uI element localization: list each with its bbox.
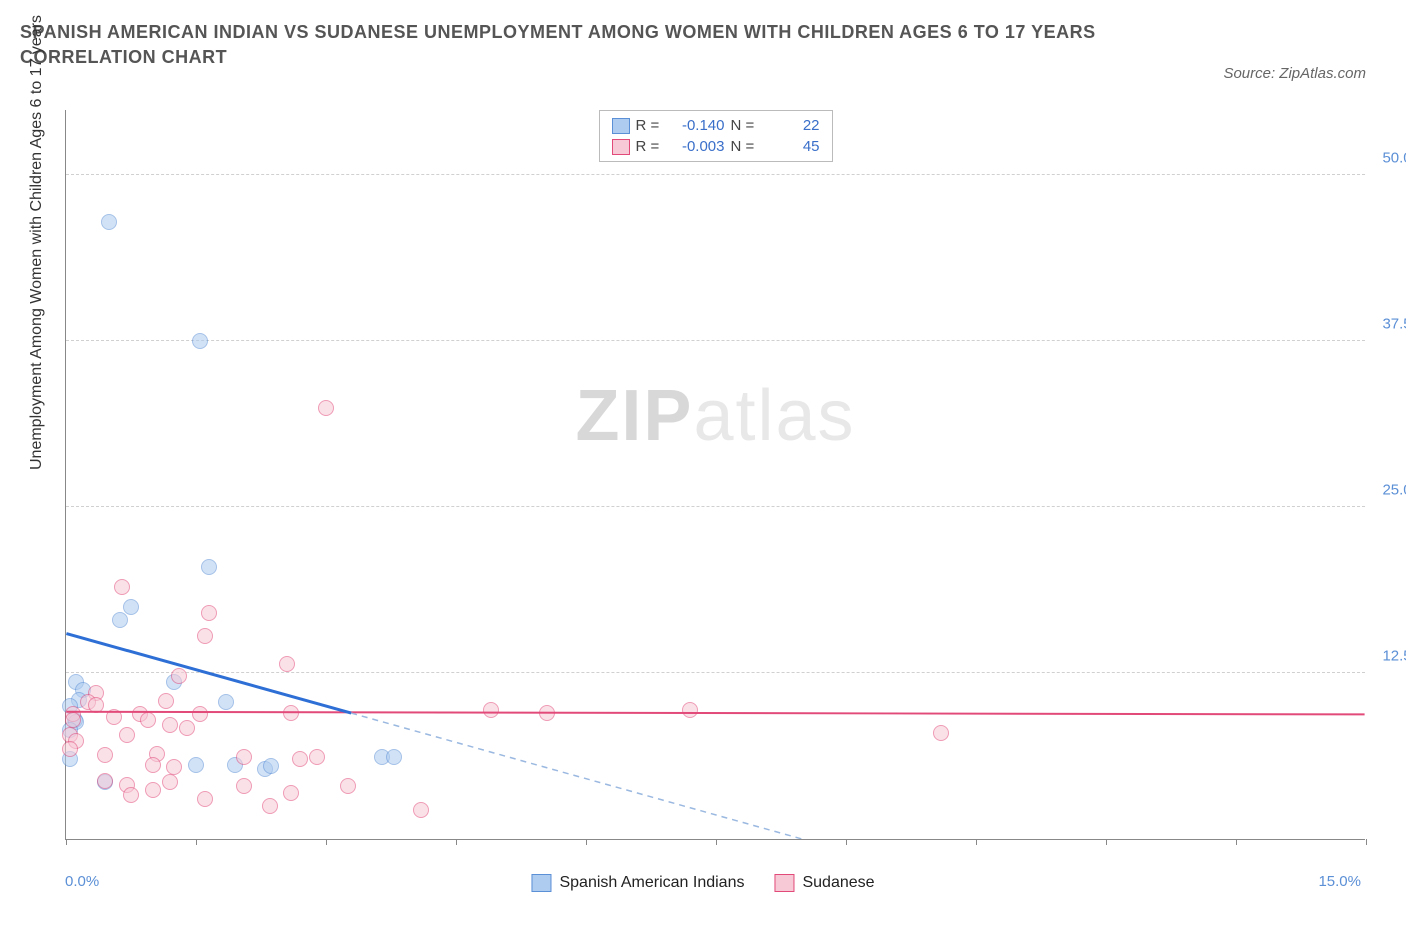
data-point	[171, 668, 187, 684]
data-point	[283, 705, 299, 721]
legend-n-label: N =	[731, 117, 759, 134]
chart-title: SPANISH AMERICAN INDIAN VS SUDANESE UNEM…	[20, 20, 1120, 70]
legend-n-value: 45	[765, 138, 820, 155]
data-point	[197, 628, 213, 644]
plot-area: ZIPatlas R = -0.140 N = 22 R = -0.003 N …	[65, 110, 1365, 840]
x-tick	[1236, 839, 1237, 845]
data-point	[145, 782, 161, 798]
data-point	[292, 751, 308, 767]
watermark-zip: ZIP	[575, 376, 693, 456]
data-point	[309, 749, 325, 765]
data-point	[123, 787, 139, 803]
legend-r-value: -0.140	[670, 117, 725, 134]
legend-r-label: R =	[636, 138, 664, 155]
data-point	[318, 400, 334, 416]
data-point	[933, 725, 949, 741]
y-tick-label: 25.0%	[1382, 482, 1406, 499]
y-tick-label: 12.5%	[1382, 648, 1406, 665]
data-point	[279, 656, 295, 672]
gridline	[66, 506, 1365, 507]
data-point	[283, 785, 299, 801]
data-point	[263, 758, 279, 774]
data-point	[119, 727, 135, 743]
data-point	[340, 778, 356, 794]
x-tick	[1366, 839, 1367, 845]
legend-stats-box: R = -0.140 N = 22 R = -0.003 N = 45	[599, 110, 833, 162]
data-point	[101, 214, 117, 230]
y-axis-title: Unemployment Among Women with Children A…	[28, 15, 46, 470]
x-tick	[846, 839, 847, 845]
y-tick-label: 50.0%	[1382, 150, 1406, 167]
legend-swatch-blue	[612, 118, 630, 134]
legend-label: Spanish American Indians	[559, 874, 744, 892]
legend-n-label: N =	[731, 138, 759, 155]
legend-item: Sudanese	[774, 874, 874, 892]
y-tick-label: 37.5%	[1382, 316, 1406, 333]
x-tick	[196, 839, 197, 845]
x-tick	[586, 839, 587, 845]
data-point	[413, 802, 429, 818]
x-tick	[326, 839, 327, 845]
source-attribution: Source: ZipAtlas.com	[1223, 65, 1366, 82]
legend-swatch-blue	[531, 874, 551, 892]
data-point	[112, 612, 128, 628]
legend-swatch-pink	[612, 139, 630, 155]
data-point	[188, 757, 204, 773]
data-point	[65, 712, 81, 728]
watermark: ZIPatlas	[575, 375, 855, 457]
data-point	[483, 702, 499, 718]
legend-label: Sudanese	[802, 874, 874, 892]
data-point	[682, 702, 698, 718]
data-point	[162, 717, 178, 733]
data-point	[106, 709, 122, 725]
data-point	[192, 706, 208, 722]
legend-item: Spanish American Indians	[531, 874, 744, 892]
data-point	[158, 693, 174, 709]
data-point	[62, 741, 78, 757]
x-axis-min-label: 0.0%	[65, 873, 99, 890]
data-point	[197, 791, 213, 807]
legend-n-value: 22	[765, 117, 820, 134]
data-point	[166, 759, 182, 775]
regression-line	[66, 634, 351, 714]
data-point	[201, 605, 217, 621]
legend-swatch-pink	[774, 874, 794, 892]
data-point	[236, 778, 252, 794]
regression-lines	[66, 110, 1365, 839]
watermark-atlas: atlas	[693, 376, 855, 456]
correlation-chart: SPANISH AMERICAN INDIAN VS SUDANESE UNEM…	[20, 20, 1386, 910]
data-point	[97, 773, 113, 789]
regression-line	[351, 713, 802, 839]
data-point	[179, 720, 195, 736]
data-point	[201, 559, 217, 575]
data-point	[236, 749, 252, 765]
legend-r-value: -0.003	[670, 138, 725, 155]
legend-r-label: R =	[636, 117, 664, 134]
data-point	[123, 599, 139, 615]
legend-stats-row: R = -0.003 N = 45	[612, 136, 820, 157]
data-point	[386, 749, 402, 765]
data-point	[218, 694, 234, 710]
legend-series: Spanish American Indians Sudanese	[531, 874, 874, 892]
x-tick	[716, 839, 717, 845]
gridline	[66, 174, 1365, 175]
legend-stats-row: R = -0.140 N = 22	[612, 115, 820, 136]
x-tick	[66, 839, 67, 845]
data-point	[88, 697, 104, 713]
gridline	[66, 340, 1365, 341]
data-point	[192, 333, 208, 349]
data-point	[97, 747, 113, 763]
regression-line	[66, 712, 1364, 715]
data-point	[140, 712, 156, 728]
gridline	[66, 672, 1365, 673]
x-axis-max-label: 15.0%	[1318, 873, 1361, 890]
data-point	[539, 705, 555, 721]
data-point	[162, 774, 178, 790]
data-point	[114, 579, 130, 595]
x-tick	[1106, 839, 1107, 845]
x-tick	[976, 839, 977, 845]
x-tick	[456, 839, 457, 845]
data-point	[145, 757, 161, 773]
data-point	[262, 798, 278, 814]
